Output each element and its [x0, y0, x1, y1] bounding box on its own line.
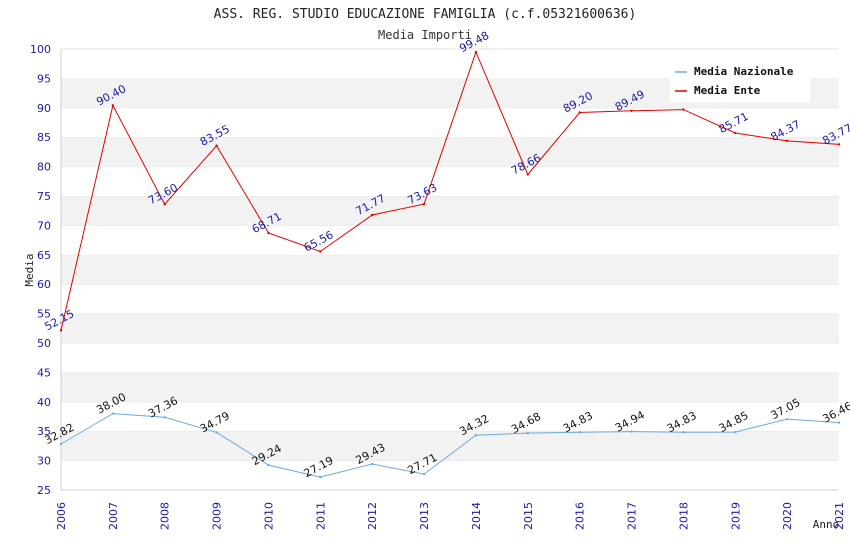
grid-band	[61, 166, 839, 196]
data-point	[474, 433, 478, 437]
x-tick-label: 2009	[211, 502, 224, 530]
data-point	[630, 109, 633, 112]
grid-band	[61, 137, 839, 167]
y-tick-label: 95	[37, 72, 51, 85]
y-tick-label: 75	[37, 190, 51, 203]
grid-band	[61, 254, 839, 285]
data-point	[319, 475, 322, 479]
y-tick-label: 55	[37, 308, 51, 321]
data-point	[371, 213, 374, 217]
data-point	[111, 104, 115, 107]
series-line-nazionale	[60, 413, 840, 478]
y-tick-label: 65	[37, 249, 51, 262]
y-tick-label: 70	[37, 219, 51, 232]
data-point	[267, 231, 270, 235]
y-tick-label: 100	[30, 43, 51, 56]
grid-band	[61, 313, 839, 343]
data-point	[785, 139, 789, 143]
x-tick-label: 2016	[574, 502, 587, 530]
x-tick-label: 2020	[781, 502, 794, 530]
grid-band	[61, 284, 839, 314]
y-tick-label: 25	[37, 484, 51, 497]
data-point	[837, 143, 841, 146]
data-point	[526, 431, 529, 435]
data-point	[371, 462, 374, 466]
data-point	[215, 144, 218, 147]
x-tick-label: 2021	[833, 502, 846, 530]
x-tick-label: 2017	[626, 502, 639, 530]
chart-subtitle: Media Importi	[378, 28, 472, 42]
x-tick-label: 2018	[677, 502, 690, 530]
data-point	[526, 173, 529, 176]
x-tick-label: 2013	[418, 502, 431, 530]
y-axis-label: Media	[23, 253, 36, 286]
x-tick-label: 2006	[55, 502, 68, 530]
series-line-ente	[60, 50, 840, 331]
legend-label-nazionale: Media Nazionale	[694, 65, 794, 78]
y-tick-label: 35	[37, 425, 51, 438]
data-point	[319, 250, 322, 253]
y-tick-label: 85	[37, 131, 51, 144]
grid-band	[61, 225, 839, 255]
data-point	[422, 202, 426, 206]
x-tick-label: 2012	[366, 502, 379, 530]
grid-band	[61, 431, 839, 461]
data-point	[267, 463, 270, 467]
y-tick-label: 40	[37, 396, 51, 409]
x-tick-label: 2019	[729, 502, 742, 530]
legend-label-ente: Media Ente	[694, 84, 761, 97]
y-axis-ticks: 25 30 35 40 45 50 55 60 65 70 75 80 85 90 95 100	[30, 43, 51, 497]
data-point	[734, 430, 737, 434]
data-point	[474, 50, 478, 54]
grid-band	[61, 460, 839, 490]
chart-title: ASS. REG. STUDIO EDUCAZIONE FAMIGLIA (c.…	[214, 7, 637, 22]
data-point	[785, 417, 789, 421]
y-tick-label: 90	[37, 102, 51, 115]
legend: Media Nazionale Media Ente	[670, 60, 810, 102]
grid-band	[61, 107, 839, 138]
y-tick-label: 80	[37, 161, 51, 174]
data-point	[630, 430, 633, 433]
x-tick-label: 2007	[107, 502, 120, 530]
y-tick-label: 60	[37, 278, 51, 291]
grid-bands	[60, 48, 839, 491]
x-tick-label: 2008	[159, 502, 172, 530]
y-tick-label: 30	[37, 455, 51, 468]
x-tick-label: 2014	[470, 502, 483, 530]
x-tick-label: 2011	[314, 502, 327, 530]
data-point	[163, 416, 166, 419]
grid-band	[61, 372, 839, 402]
data-point	[111, 412, 115, 415]
data-point	[422, 472, 426, 476]
data-point	[59, 329, 63, 332]
x-axis-label: Anno	[813, 518, 840, 531]
x-tick-label: 2015	[522, 502, 535, 530]
data-point	[578, 430, 581, 434]
data-point	[163, 203, 166, 206]
x-axis-ticks: 2006 2007 2008 2009 2010 2011 2012 2013 2014 2015…	[55, 502, 846, 530]
grid-band	[61, 401, 839, 432]
data-point	[837, 421, 841, 424]
data-point	[215, 431, 218, 434]
series-lines	[59, 50, 841, 479]
y-tick-label: 50	[37, 337, 51, 350]
data-point	[59, 442, 63, 446]
y-tick-label: 45	[37, 366, 51, 379]
data-point	[682, 430, 685, 434]
data-point	[682, 108, 685, 111]
grid-band	[61, 343, 839, 373]
data-point	[578, 111, 581, 114]
grid-band	[61, 196, 839, 226]
data-point	[734, 131, 737, 135]
x-tick-label: 2010	[262, 502, 275, 530]
legend-box	[670, 60, 810, 102]
